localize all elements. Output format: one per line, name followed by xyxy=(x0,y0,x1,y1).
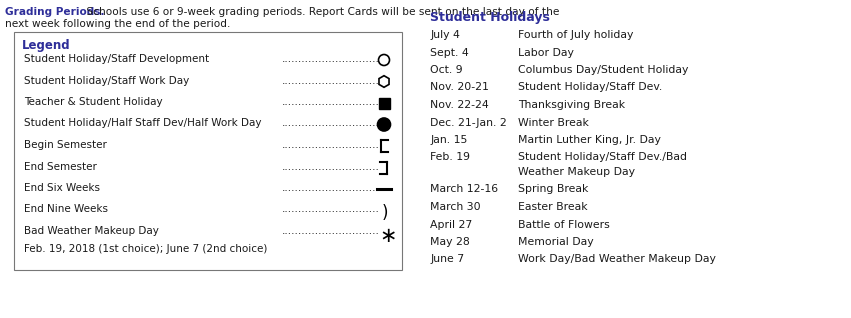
Text: Martin Luther King, Jr. Day: Martin Luther King, Jr. Day xyxy=(518,135,661,145)
Text: Memorial Day: Memorial Day xyxy=(518,237,594,247)
Text: Student Holiday/Staff Work Day: Student Holiday/Staff Work Day xyxy=(24,75,189,86)
Text: May 28: May 28 xyxy=(430,237,470,247)
Text: March 30: March 30 xyxy=(430,202,481,212)
Text: End Semester: End Semester xyxy=(24,162,97,171)
Text: Begin Semester: Begin Semester xyxy=(24,140,107,150)
Text: next week following the end of the period.: next week following the end of the perio… xyxy=(5,19,231,29)
Text: Feb. 19: Feb. 19 xyxy=(430,153,470,162)
Text: Grading Periods.: Grading Periods. xyxy=(5,7,105,17)
Text: Legend: Legend xyxy=(22,39,71,52)
Text: .............................: ............................. xyxy=(283,54,380,64)
Text: Oct. 9: Oct. 9 xyxy=(430,65,463,75)
FancyBboxPatch shape xyxy=(14,32,402,270)
Text: Schools use 6 or 9-week grading periods. Report Cards will be sent on the last d: Schools use 6 or 9-week grading periods.… xyxy=(83,7,559,17)
Text: Student Holiday/Staff Dev.: Student Holiday/Staff Dev. xyxy=(518,82,662,93)
Text: ∗: ∗ xyxy=(379,226,397,246)
Text: Student Holiday/Staff Development: Student Holiday/Staff Development xyxy=(24,54,209,64)
Text: .............................: ............................. xyxy=(283,162,380,171)
Text: .............................: ............................. xyxy=(283,75,380,86)
Text: Teacher & Student Holiday: Teacher & Student Holiday xyxy=(24,97,163,107)
Text: Nov. 20-21: Nov. 20-21 xyxy=(430,82,488,93)
Text: Sept. 4: Sept. 4 xyxy=(430,47,469,58)
Bar xyxy=(379,98,390,108)
Circle shape xyxy=(378,118,391,131)
Text: Student Holidays: Student Holidays xyxy=(430,11,550,24)
Text: June 7: June 7 xyxy=(430,254,464,265)
Text: Student Holiday/Half Staff Dev/Half Work Day: Student Holiday/Half Staff Dev/Half Work… xyxy=(24,119,261,128)
Circle shape xyxy=(379,54,390,66)
Text: End Nine Weeks: End Nine Weeks xyxy=(24,204,108,215)
Text: Nov. 22-24: Nov. 22-24 xyxy=(430,100,488,110)
Text: April 27: April 27 xyxy=(430,219,472,230)
Text: Columbus Day/Student Holiday: Columbus Day/Student Holiday xyxy=(518,65,688,75)
Text: July 4: July 4 xyxy=(430,30,460,40)
Text: Work Day/Bad Weather Makeup Day: Work Day/Bad Weather Makeup Day xyxy=(518,254,716,265)
Text: .............................: ............................. xyxy=(283,183,380,193)
Text: .............................: ............................. xyxy=(283,119,380,128)
Text: .............................: ............................. xyxy=(283,140,380,150)
Text: Bad Weather Makeup Day: Bad Weather Makeup Day xyxy=(24,226,159,236)
Text: March 12-16: March 12-16 xyxy=(430,184,498,195)
Text: Jan. 15: Jan. 15 xyxy=(430,135,467,145)
Text: Battle of Flowers: Battle of Flowers xyxy=(518,219,610,230)
Text: Spring Break: Spring Break xyxy=(518,184,588,195)
Text: Weather Makeup Day: Weather Makeup Day xyxy=(518,167,635,177)
Text: ): ) xyxy=(382,204,389,223)
Text: Winter Break: Winter Break xyxy=(518,117,589,128)
Text: .............................: ............................. xyxy=(283,97,380,107)
Text: Fourth of July holiday: Fourth of July holiday xyxy=(518,30,633,40)
Text: Dec. 21-Jan. 2: Dec. 21-Jan. 2 xyxy=(430,117,506,128)
Text: Easter Break: Easter Break xyxy=(518,202,588,212)
Text: .............................: ............................. xyxy=(283,204,380,215)
Text: End Six Weeks: End Six Weeks xyxy=(24,183,100,193)
Text: Student Holiday/Staff Dev./Bad: Student Holiday/Staff Dev./Bad xyxy=(518,153,687,162)
Text: Labor Day: Labor Day xyxy=(518,47,574,58)
Text: Feb. 19, 2018 (1st choice); June 7 (2nd choice): Feb. 19, 2018 (1st choice); June 7 (2nd … xyxy=(24,244,267,253)
Text: .............................: ............................. xyxy=(283,226,380,236)
Text: Thanksgiving Break: Thanksgiving Break xyxy=(518,100,625,110)
